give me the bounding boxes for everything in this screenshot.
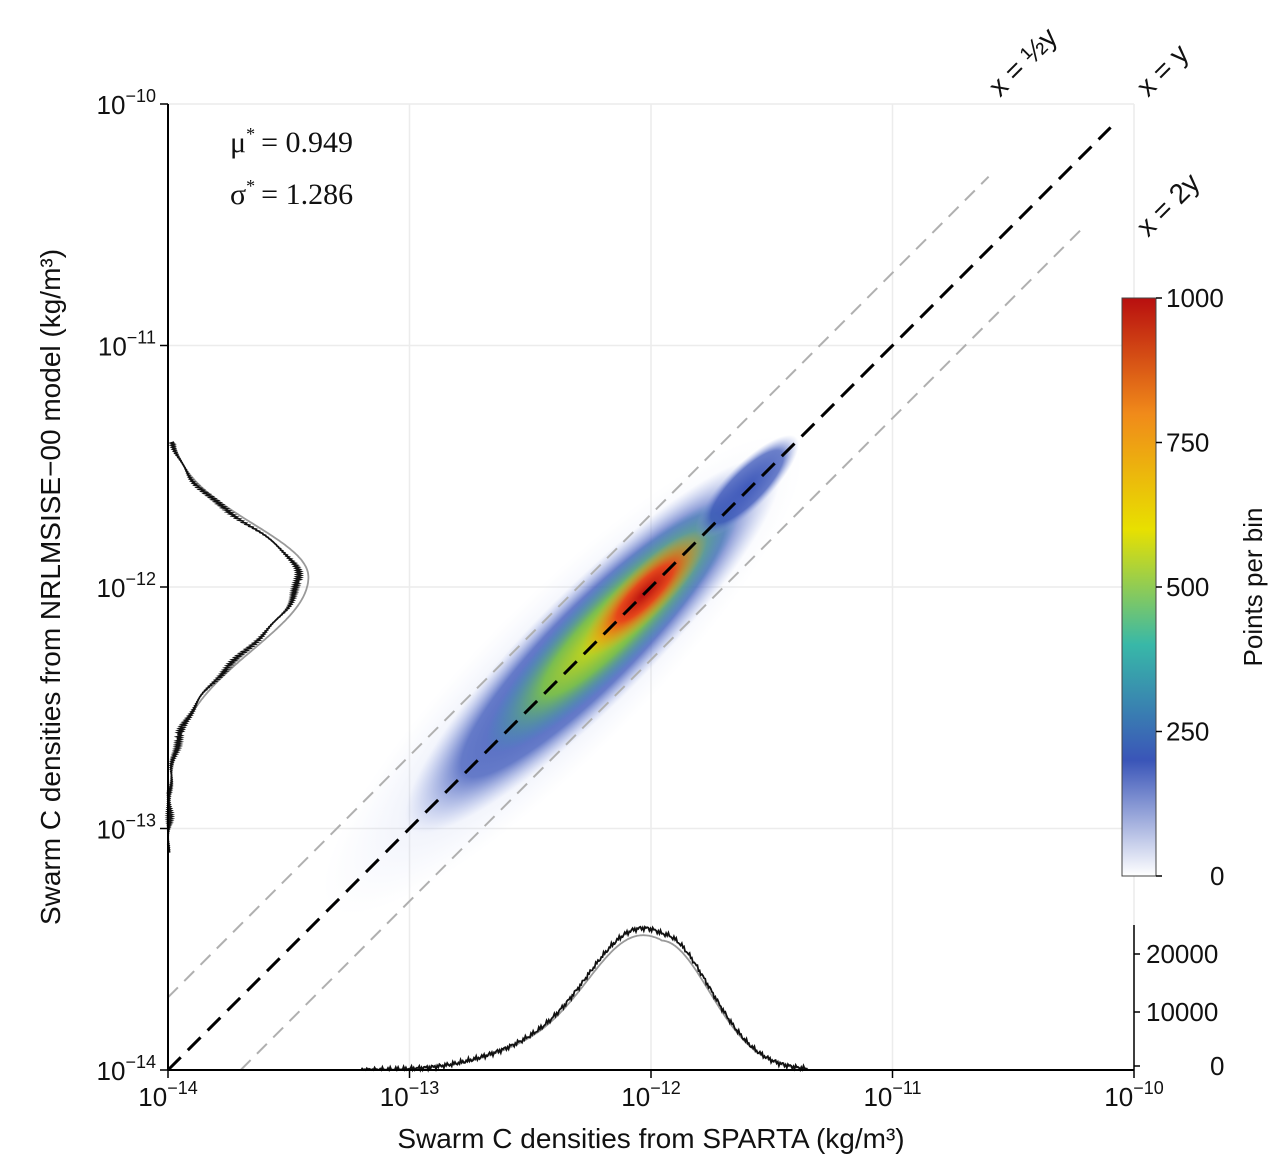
sigma-value: = 1.286: [261, 178, 353, 211]
colorbar-gradient: [1121, 297, 1157, 877]
sigma-star: *: [246, 176, 255, 196]
colorbar-title: Points per bin: [1238, 508, 1268, 667]
y-tick-label: 10−14: [97, 1052, 156, 1086]
colorbar-tick-label: 1000: [1166, 283, 1224, 313]
svg-text:μ*= 0.949: μ* = 0.949: [230, 124, 353, 159]
reference-line: [167, 175, 990, 999]
y-tick-label: 10−11: [98, 328, 156, 362]
colorbar-tick-label: 0: [1210, 861, 1224, 891]
x-histogram-sparta: [360, 925, 809, 1073]
reference-line-label: x = y: [1130, 38, 1194, 102]
colorbar-tick-label: 750: [1166, 428, 1209, 458]
hist-tick-label: 20000: [1146, 939, 1218, 969]
x-tick-label: 10−13: [380, 1078, 439, 1112]
x-tick-label: 10−10: [1104, 1078, 1163, 1112]
histogram-count-ticks: 0 10000 20000: [1134, 939, 1224, 1081]
y-tick-label: 10−10: [97, 86, 156, 120]
x-axis-title: Swarm C densities from SPARTA (kg/m³): [397, 1123, 904, 1154]
y-axis-title: Swarm C densities from NRLMSISE−00 model…: [35, 249, 66, 925]
colorbar-tick-label: 250: [1166, 717, 1209, 747]
mu-value: = 0.949: [261, 126, 353, 159]
x-tick-label: 10−14: [138, 1078, 197, 1112]
stats-annotation: μ* = 0.949 σ* = 1.286: [230, 124, 353, 211]
y-histogram-sparta: [164, 441, 305, 853]
marginal-histograms: [164, 441, 809, 1073]
sigma-symbol: σ: [230, 178, 246, 211]
colorbar-ticks: 0 250 500 750 1000: [1156, 283, 1224, 891]
reference-line-label: x = 2y: [1130, 167, 1205, 242]
y-histogram-model: [167, 441, 310, 853]
hist-tick-label: 0: [1210, 1051, 1224, 1081]
x-tick-label: 10−11: [863, 1078, 921, 1112]
y-tick-label: 10−12: [97, 569, 156, 603]
x-tick-label: 10−12: [621, 1078, 680, 1112]
hist-tick-label: 10000: [1146, 997, 1218, 1027]
mu-star: *: [246, 124, 255, 144]
reference-line-label: x = ½y: [982, 21, 1063, 102]
mu-symbol: μ: [230, 126, 246, 159]
reference-line: [239, 229, 1082, 1071]
density-tail: [695, 434, 799, 539]
svg-text:σ*= 1.286: σ* = 1.286: [230, 176, 353, 211]
y-axis-ticks: 10−14 10−13 10−12 10−11 10−10: [97, 86, 168, 1086]
colorbar-tick-label: 500: [1166, 572, 1209, 602]
x-axis-ticks: 10−14 10−13 10−12 10−11 10−10: [138, 1070, 1164, 1112]
y-tick-label: 10−13: [97, 811, 156, 845]
colorbar: Points per bin: [1121, 297, 1268, 877]
x-histogram-model: [361, 934, 809, 1071]
